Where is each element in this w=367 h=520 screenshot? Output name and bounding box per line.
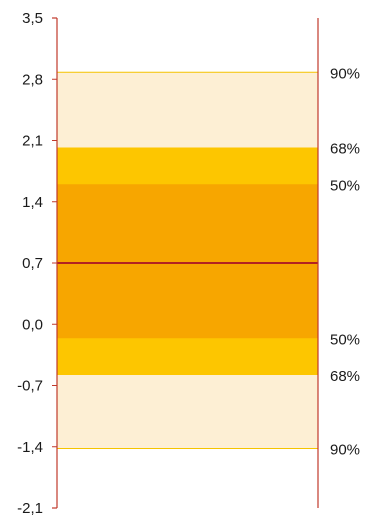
y-tick-label: -1,4: [17, 439, 43, 456]
band-label-90pct-upper: 90%: [330, 65, 360, 82]
bands-layer: [57, 72, 318, 449]
y-tick-label: 1,4: [22, 194, 43, 211]
axis-layer: [52, 17, 319, 509]
y-tick-label: 2,1: [22, 133, 43, 150]
y-tick-label: 3,5: [22, 10, 43, 27]
band-50pct: [57, 184, 318, 339]
band-label-50pct-lower: 50%: [330, 331, 360, 348]
band-label-50pct-upper: 50%: [330, 177, 360, 194]
band-outline-layer: [57, 71, 318, 449]
band-label-68pct-upper: 68%: [330, 141, 360, 158]
y-tick-label: -2,1: [17, 500, 43, 515]
band-label-90pct-lower: 90%: [330, 442, 360, 459]
band-label-68pct-lower: 68%: [330, 368, 360, 385]
band-labels: 90% 90% 68% 68% 50% 50%: [330, 65, 360, 458]
y-tick-label: 2,8: [22, 71, 43, 88]
y-tick-label: -0,7: [17, 378, 43, 395]
y-tick-label: 0,7: [22, 255, 43, 272]
y-tick-labels: 3,5 2,8 2,1 1,4 0,7 0,0 -0,7 -1,4 -2,1: [17, 10, 43, 517]
y-tick-label: 0,0: [22, 316, 43, 333]
